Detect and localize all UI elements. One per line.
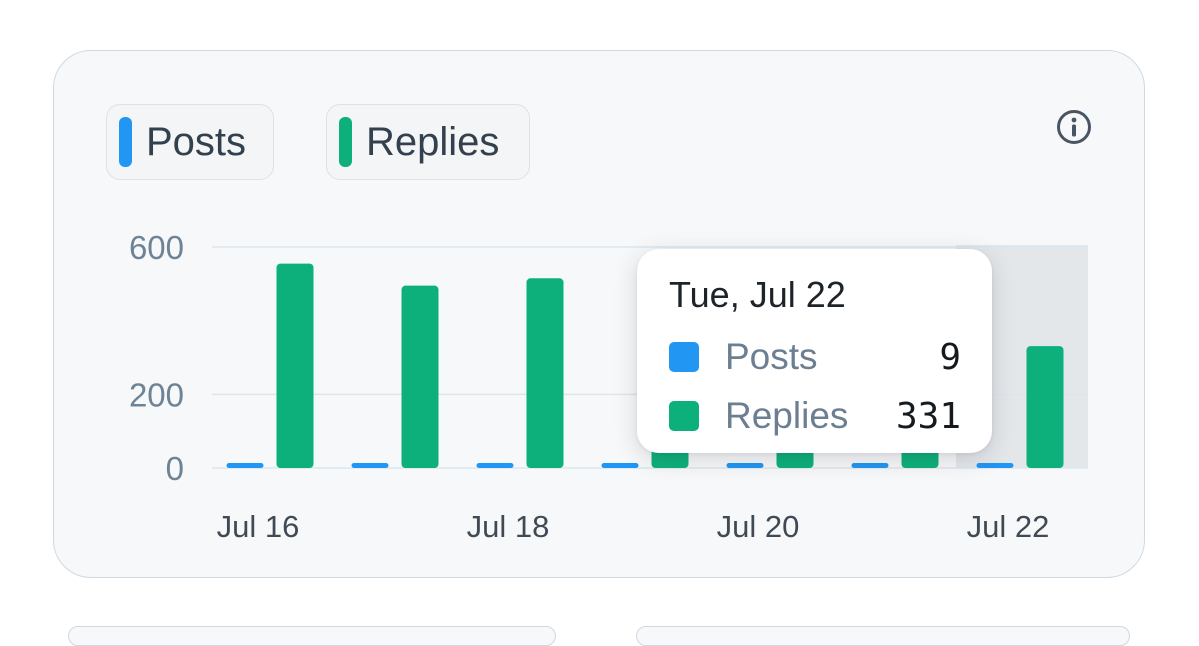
tooltip-replies-value: 331 bbox=[895, 395, 961, 437]
tooltip-replies-swatch bbox=[669, 401, 699, 431]
bar-posts-jul-21 bbox=[851, 463, 889, 468]
y-tick-label-0: 0 bbox=[166, 450, 184, 487]
y-tick-label-600: 600 bbox=[129, 229, 184, 266]
tooltip-row-posts: Posts 9 bbox=[669, 335, 961, 379]
legend-posts-label: Posts bbox=[146, 120, 247, 164]
tooltip-title: Tue, Jul 22 bbox=[669, 274, 846, 315]
bar-posts-jul-18 bbox=[476, 463, 514, 468]
tooltip-posts-label: Posts bbox=[725, 336, 818, 377]
bar-replies-jul-18 bbox=[526, 278, 564, 468]
x-tick-label-jul-22: Jul 22 bbox=[967, 509, 1050, 544]
x-tick-label-jul-16: Jul 16 bbox=[217, 509, 300, 544]
legend-replies-toggle[interactable]: Replies bbox=[326, 104, 530, 180]
bar-replies-jul-22 bbox=[1026, 346, 1064, 468]
x-tick-label-jul-18: Jul 18 bbox=[467, 509, 550, 544]
tooltip-row-replies: Replies 331 bbox=[669, 394, 961, 438]
activity-card: Posts Replies 0 200 600 Jul 16 Jul 18 Jul 20 J… bbox=[53, 50, 1145, 578]
legend-posts-toggle[interactable]: Posts bbox=[106, 104, 274, 180]
bar-replies-jul-17 bbox=[401, 285, 439, 468]
tooltip-posts-value: 9 bbox=[939, 336, 961, 378]
bar-posts-jul-20 bbox=[726, 463, 764, 468]
tooltip-replies-label: Replies bbox=[725, 395, 849, 436]
x-tick-label-jul-20: Jul 20 bbox=[717, 509, 800, 544]
next-card-left bbox=[68, 626, 556, 646]
bar-replies-jul-16 bbox=[276, 263, 314, 468]
bar-posts-jul-16 bbox=[226, 463, 264, 468]
bar-posts-jul-17 bbox=[351, 463, 389, 468]
bar-posts-jul-22 bbox=[976, 463, 1014, 468]
next-card-right bbox=[636, 626, 1130, 646]
bar-posts-jul-19 bbox=[601, 463, 639, 468]
y-tick-label-200: 200 bbox=[129, 376, 184, 413]
replies-swatch bbox=[339, 117, 352, 167]
tooltip-posts-swatch bbox=[669, 342, 699, 372]
chart-tooltip: Tue, Jul 22 Posts 9 Replies 331 bbox=[637, 249, 992, 453]
legend-replies-label: Replies bbox=[366, 120, 500, 164]
posts-swatch bbox=[119, 117, 132, 167]
info-icon[interactable] bbox=[1056, 109, 1092, 145]
